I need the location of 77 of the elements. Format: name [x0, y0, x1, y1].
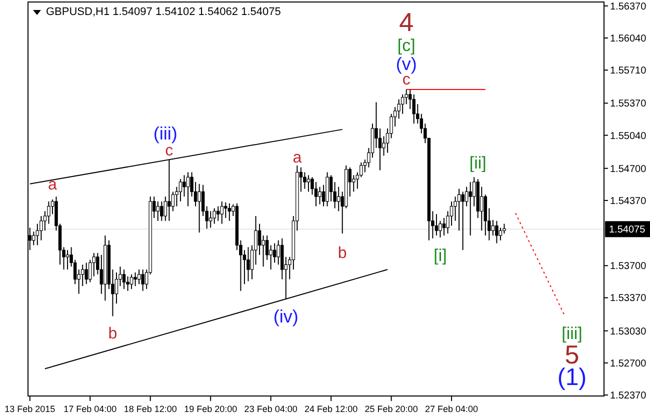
annotation: b [108, 326, 118, 343]
candlestick [262, 234, 265, 268]
candlestick [130, 274, 134, 290]
candlestick [378, 128, 382, 171]
y-tick-label: 1.56370 [610, 1, 647, 12]
y-tick-label: 1.56040 [610, 33, 647, 44]
y-tick-label: 1.55040 [610, 130, 647, 142]
candlestick [178, 178, 182, 202]
candlestick [66, 250, 70, 270]
candlestick [318, 186, 322, 205]
ref-line-label: 1.54075 [609, 224, 646, 236]
x-tick-label: 25 Feb 20:00 [364, 404, 418, 414]
candlestick [182, 174, 186, 198]
candlestick [134, 272, 137, 287]
candlestick [400, 94, 404, 114]
candlestick [468, 181, 472, 236]
annotation: (iv) [273, 306, 298, 327]
candlestick [137, 269, 141, 285]
candlestick [216, 206, 220, 222]
x-tick-label: 27 Feb 04:00 [425, 404, 478, 414]
y-tick-label: 1.53370 [610, 293, 647, 304]
annotation: c [165, 142, 174, 160]
candlestick [329, 174, 333, 202]
annotation: (1) [557, 364, 587, 392]
y-tick-label: 1.54370 [610, 196, 647, 207]
chart-title: GBPUSD,H1 1.54097 1.54102 1.54062 1.54075 [46, 6, 281, 18]
candlestick [212, 208, 216, 224]
candlestick [303, 172, 306, 190]
y-tick-label: 1.55370 [610, 98, 647, 110]
annotation: a [292, 149, 302, 166]
annotation: 4 [399, 6, 414, 37]
candlestick [442, 217, 446, 236]
x-tick-label: 24 Feb 12:00 [304, 404, 358, 414]
candlestick [186, 172, 190, 207]
candlestick [160, 200, 164, 222]
candlestick [208, 210, 212, 228]
candlestick [314, 181, 318, 207]
x-tick-label: 18 Feb 12:00 [124, 404, 177, 414]
candlestick [171, 191, 175, 212]
y-tick-label: 1.53030 [610, 326, 647, 338]
candlestick [491, 219, 495, 236]
annotation: [iii] [562, 324, 582, 343]
y-tick-label: 1.52700 [610, 358, 647, 370]
candlestick [498, 227, 502, 241]
candlestick [461, 191, 464, 251]
y-tick-label: 1.54700 [610, 164, 647, 175]
x-tick-label: 23 Feb 04:00 [244, 404, 298, 414]
candlestick [434, 214, 438, 236]
y-tick-label: 1.52370 [610, 390, 647, 402]
x-tick-label: 17 Feb 04:00 [64, 404, 117, 414]
candlestick [228, 202, 232, 222]
annotation: a [48, 176, 58, 194]
annotation: [ii] [469, 153, 486, 172]
candlestick [246, 246, 250, 282]
candlestick [306, 174, 310, 192]
annotation: (v) [396, 54, 417, 74]
candlestick [156, 200, 160, 222]
x-tick-label: 19 Feb 20:00 [184, 404, 238, 414]
annotation: [c] [397, 36, 416, 55]
y-tick-label: 1.55710 [610, 66, 647, 77]
annotation: (iii) [153, 124, 178, 144]
candlestick [84, 262, 88, 285]
annotation: b [338, 244, 347, 262]
candlestick [141, 269, 144, 292]
candlestick [220, 200, 224, 224]
candlestick [412, 94, 416, 124]
candlestick [336, 186, 340, 212]
annotation: c [402, 71, 410, 88]
x-tick-label: 13 Feb 2015 [4, 404, 56, 414]
candlestick [457, 188, 461, 232]
candlestick [258, 223, 262, 256]
candlestick [122, 269, 126, 290]
candlestick [198, 183, 201, 234]
candlestick [495, 220, 498, 244]
y-tick-label: 1.53700 [610, 261, 647, 272]
candlestick [224, 202, 228, 218]
annotation: [i] [434, 246, 447, 265]
